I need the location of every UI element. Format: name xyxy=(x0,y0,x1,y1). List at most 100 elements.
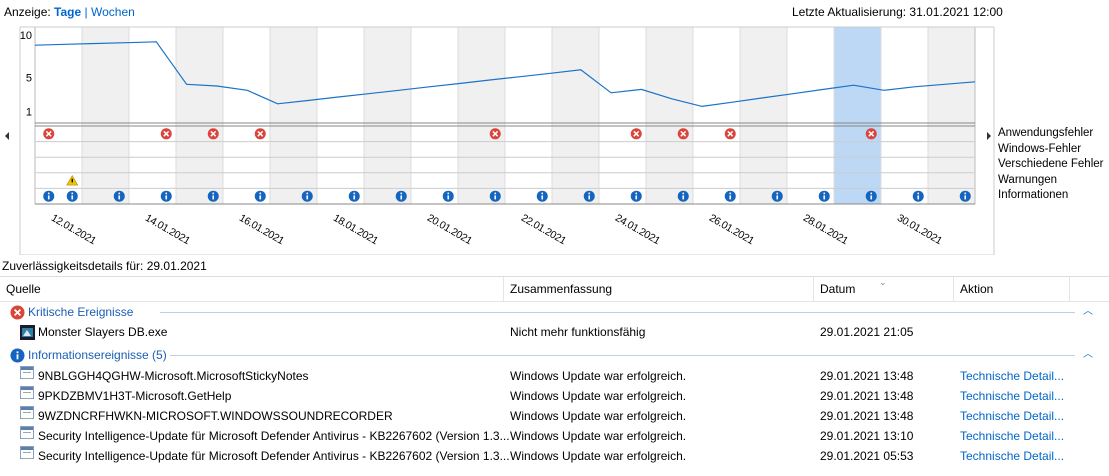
info-event-icon-dot xyxy=(447,192,450,195)
selected-day-column xyxy=(833,26,882,205)
collapse-chevron-icon[interactable]: ︿ xyxy=(1083,306,1093,317)
group-divider xyxy=(160,312,1075,313)
row-label-windows-errors: Windows-Fehler xyxy=(998,142,1082,155)
day-column-shade xyxy=(176,27,223,204)
scroll-left-icon[interactable] xyxy=(5,132,9,140)
info-event-icon-dot xyxy=(776,192,779,195)
row-date: 29.01.2021 05:53 xyxy=(820,449,914,463)
view-weeks-link[interactable]: Wochen xyxy=(90,5,135,19)
app-error-icon-cross xyxy=(45,130,52,137)
day-column-shade xyxy=(270,27,317,204)
info-event-icon-mark xyxy=(729,195,732,200)
column-header-date[interactable]: Datum xyxy=(820,282,856,296)
info-event-icon-dot xyxy=(823,192,826,195)
info-event-icon-mark xyxy=(494,195,497,200)
info-event-icon-mark xyxy=(118,195,121,200)
table-row[interactable]: 9NBLGGH4QGHW-Microsoft.MicrosoftStickyNo… xyxy=(0,366,1109,386)
info-event-icon-mark xyxy=(870,195,873,200)
info-event-icon-mark xyxy=(259,195,262,200)
details-table: Quelle Zusammenfassung Datum ⌄ Aktion Kr… xyxy=(0,276,1109,476)
row-source: 9NBLGGH4QGHW-Microsoft.MicrosoftStickyNo… xyxy=(38,369,309,383)
row-summary: Windows Update war erfolgreich. xyxy=(510,449,687,463)
info-event-icon-dot xyxy=(47,192,50,195)
table-header: Quelle Zusammenfassung Datum ⌄ Aktion xyxy=(0,277,1109,302)
day-column-shade xyxy=(646,27,693,204)
column-header-action[interactable]: Aktion xyxy=(960,282,994,296)
info-event-icon-mark xyxy=(682,195,685,200)
info-event-icon-dot xyxy=(541,192,544,195)
table-row[interactable]: Monster Slayers DB.exe Nicht mehr funktio… xyxy=(0,322,1109,342)
group-critical-label: Kritische Ereignisse xyxy=(28,305,134,319)
row-summary: Windows Update war erfolgreich. xyxy=(510,389,687,403)
app-icon xyxy=(20,322,35,346)
scroll-right-icon[interactable] xyxy=(987,132,991,140)
y-tick-label: 5 xyxy=(26,73,32,85)
info-event-icon-dot xyxy=(494,192,497,195)
day-column-shade xyxy=(458,27,505,204)
table-row[interactable]: 9WZDNCRFHWKN-MICROSOFT.WINDOWSSOUNDRECOR… xyxy=(0,406,1109,426)
row-date: 29.01.2021 13:10 xyxy=(820,429,914,443)
day-column-shade xyxy=(740,27,787,204)
table-row[interactable]: Security Intelligence-Update für Microso… xyxy=(0,446,1109,466)
column-divider xyxy=(1069,277,1070,301)
reliability-chart: 10 5 1 Anwendungsfehler Windows-Fehler Ver… xyxy=(5,26,1103,255)
info-event-icon-mark xyxy=(588,195,591,200)
info-event-icon-dot xyxy=(118,192,121,195)
collapse-chevron-icon[interactable]: ︿ xyxy=(1083,349,1093,360)
app-error-icon-cross xyxy=(210,130,217,137)
technical-details-link[interactable]: Technische Detail... xyxy=(960,449,1065,463)
view-label: Anzeige: xyxy=(4,5,51,19)
row-label-warnings: Warnungen xyxy=(998,173,1058,186)
y-tick-label: 1 xyxy=(26,107,32,119)
technical-details-link[interactable]: Technische Detail... xyxy=(960,429,1065,443)
info-event-icon-dot xyxy=(259,192,262,195)
app-error-icon-cross xyxy=(163,130,170,137)
row-source: Security Intelligence-Update für Microso… xyxy=(38,429,510,443)
info-event-icon-mark xyxy=(306,195,309,200)
info-event-icon-mark xyxy=(823,195,826,200)
app-error-icon-cross xyxy=(727,130,734,137)
row-label-informations: Informationen xyxy=(998,189,1069,201)
row-summary: Windows Update war erfolgreich. xyxy=(510,429,687,443)
group-info-label: Informationsereignisse (5) xyxy=(28,348,167,362)
technical-details-link[interactable]: Technische Detail... xyxy=(960,409,1065,423)
info-event-icon-mark xyxy=(635,195,638,200)
info-event-icon-dot xyxy=(682,192,685,195)
info-event-icon-dot xyxy=(588,192,591,195)
app-error-icon-cross xyxy=(257,130,264,137)
info-event-icon-dot xyxy=(165,192,168,195)
technical-details-link[interactable]: Technische Detail... xyxy=(960,389,1065,403)
row-labels: Anwendungsfehler Windows-Fehler Verschie… xyxy=(998,126,1103,204)
column-header-source[interactable]: Quelle xyxy=(6,282,41,296)
table-row[interactable]: Security Intelligence-Update für Microso… xyxy=(0,426,1109,446)
last-update-text: Letzte Aktualisierung: 31.01.2021 12:00 xyxy=(792,5,1003,19)
table-row[interactable]: 9PKDZBMV1H3T-Microsoft.GetHelp Windows Up… xyxy=(0,386,1109,406)
view-days-link[interactable]: Tage xyxy=(54,5,82,19)
app-error-icon-cross xyxy=(680,130,687,137)
group-info[interactable]: Informationsereignisse (5) ︿ xyxy=(0,345,1109,365)
view-selector: Anzeige: Tage | Wochen xyxy=(4,5,135,19)
group-critical[interactable]: Kritische Ereignisse ︿ xyxy=(0,302,1109,322)
day-column-shade xyxy=(82,27,129,204)
row-date: 29.01.2021 13:48 xyxy=(820,409,914,423)
row-date: 29.01.2021 13:48 xyxy=(820,389,914,403)
info-event-icon-mark xyxy=(447,195,450,200)
row-source: Monster Slayers DB.exe xyxy=(38,325,168,339)
info-event-icon-mark xyxy=(964,195,967,200)
column-divider xyxy=(813,277,814,301)
column-divider xyxy=(503,277,504,301)
row-label-misc-errors: Verschiedene Fehler xyxy=(998,158,1104,170)
row-source: Security Intelligence-Update für Microso… xyxy=(38,449,510,463)
row-label-app-errors: Anwendungsfehler xyxy=(998,127,1094,139)
y-tick-label: 10 xyxy=(20,30,32,42)
info-event-icon-dot xyxy=(400,192,403,195)
technical-details-link[interactable]: Technische Detail... xyxy=(960,369,1065,383)
info-event-icon-dot xyxy=(635,192,638,195)
info-event-icon-mark xyxy=(47,195,50,200)
view-separator: | xyxy=(84,5,88,19)
info-event-icon-dot xyxy=(729,192,732,195)
info-icon xyxy=(10,348,25,369)
info-event-icon-dot xyxy=(353,192,356,195)
info-event-icon-dot xyxy=(964,192,967,195)
column-header-summary[interactable]: Zusammenfassung xyxy=(510,282,613,296)
